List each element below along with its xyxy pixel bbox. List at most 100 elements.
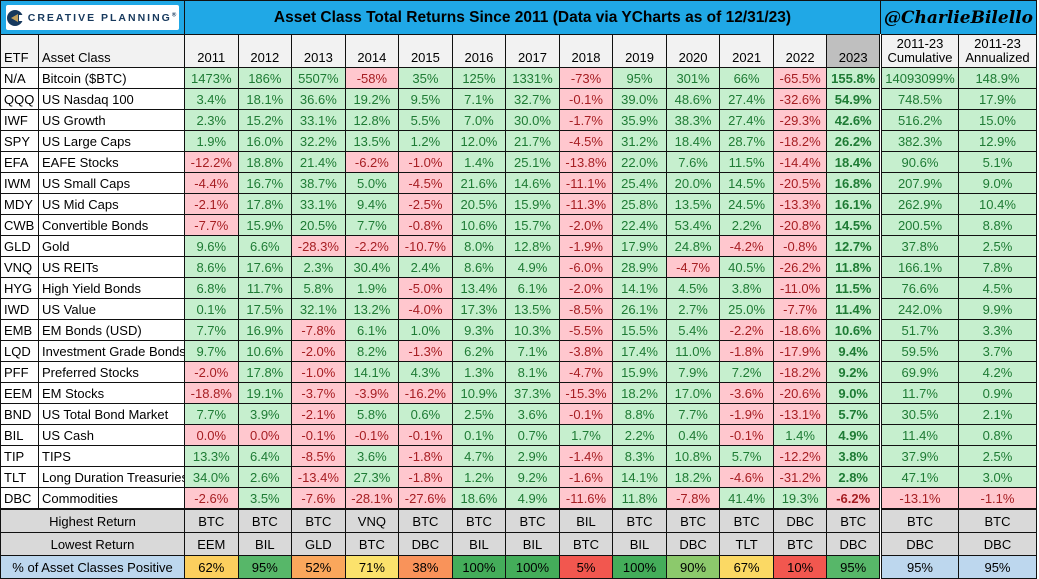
return-cell: 2.2% bbox=[612, 424, 667, 446]
return-cell: -27.6% bbox=[398, 487, 453, 510]
return-cell: -1.8% bbox=[719, 340, 774, 362]
etf-ticker-cell: VNQ bbox=[0, 256, 39, 278]
etf-ticker-cell: QQQ bbox=[0, 88, 39, 110]
return-cell: 39.0% bbox=[612, 88, 667, 110]
return-cell: 1473% bbox=[184, 67, 239, 89]
return-cell: -18.2% bbox=[772, 130, 828, 152]
return-cell: -2.5% bbox=[398, 193, 453, 215]
return-cell: -5.5% bbox=[558, 319, 614, 341]
return-cell: 16.8% bbox=[826, 172, 881, 194]
return-cell: 8.0% bbox=[451, 235, 507, 257]
return-cell: -8.5% bbox=[558, 298, 614, 320]
return-cell: -0.1% bbox=[558, 88, 614, 110]
cumulative-return-cell: 516.2% bbox=[878, 109, 959, 131]
annualized-return-cell: 2.5% bbox=[957, 235, 1038, 257]
etf-ticker-cell: IWF bbox=[0, 109, 39, 131]
column-header-year: 2016 bbox=[451, 34, 507, 68]
return-cell: -0.1% bbox=[291, 424, 346, 446]
return-cell: 13.5% bbox=[505, 298, 560, 320]
cumulative-return-cell: 69.9% bbox=[878, 361, 959, 383]
cumulative-return-cell: 166.1% bbox=[878, 256, 959, 278]
return-cell: 15.9% bbox=[237, 214, 293, 236]
cumulative-return-cell: 207.9% bbox=[878, 172, 959, 194]
return-cell: 11.4% bbox=[826, 298, 881, 320]
return-cell: -4.4% bbox=[184, 172, 239, 194]
return-cell: 5.5% bbox=[398, 109, 453, 131]
return-cell: -3.7% bbox=[291, 382, 346, 404]
banner-row: CREATIVE PLANNING® Asset Class Total Ret… bbox=[0, 0, 1038, 35]
summary-ticker-cell: BIL bbox=[612, 532, 667, 556]
cumulative-return-cell: 51.7% bbox=[878, 319, 959, 341]
return-cell: 11.7% bbox=[237, 277, 293, 299]
return-cell: 11.8% bbox=[826, 256, 881, 278]
return-cell: -1.7% bbox=[558, 109, 614, 131]
return-cell: 7.7% bbox=[184, 403, 239, 425]
return-cell: 12.8% bbox=[505, 235, 560, 257]
return-cell: 10.8% bbox=[665, 445, 721, 467]
return-cell: 2.9% bbox=[505, 445, 560, 467]
annualized-return-cell: 4.5% bbox=[957, 277, 1038, 299]
return-cell: 6.2% bbox=[451, 340, 507, 362]
return-cell: 30.4% bbox=[344, 256, 400, 278]
summary-ticker-cell: EEM bbox=[184, 532, 239, 556]
return-cell: 19.3% bbox=[772, 487, 828, 510]
return-cell: 9.2% bbox=[505, 466, 560, 488]
table-row: DBC Commodities -2.6% 3.5% -7.6% -28.1% -27.6%… bbox=[0, 487, 1038, 510]
return-cell: 8.2% bbox=[344, 340, 400, 362]
return-cell: 10.3% bbox=[505, 319, 560, 341]
return-cell: 5.4% bbox=[665, 319, 721, 341]
return-cell: 3.8% bbox=[826, 445, 881, 467]
return-cell: 15.9% bbox=[505, 193, 560, 215]
return-cell: -13.3% bbox=[772, 193, 828, 215]
return-cell: -4.7% bbox=[558, 361, 614, 383]
return-cell: 18.8% bbox=[237, 151, 293, 173]
percent-positive-cell: 67% bbox=[719, 555, 774, 579]
return-cell: 0.6% bbox=[398, 403, 453, 425]
return-cell: -12.2% bbox=[184, 151, 239, 173]
summary-ticker-cell: BTC bbox=[451, 508, 507, 533]
asset-class-cell: US Large Caps bbox=[37, 130, 186, 152]
asset-class-cell: EM Bonds (USD) bbox=[37, 319, 186, 341]
return-cell: -28.1% bbox=[344, 487, 400, 510]
table-row: BND US Total Bond Market 7.7% 3.9% -2.1% 5.8%… bbox=[0, 403, 1038, 425]
table-row: GLD Gold 9.6% 6.6% -28.3% -2.2% -10.7% 8.0% 12.8… bbox=[0, 235, 1038, 257]
summary-ticker-cell: BTC bbox=[558, 532, 614, 556]
return-cell: 1.3% bbox=[451, 361, 507, 383]
return-cell: 17.5% bbox=[237, 298, 293, 320]
annualized-return-cell: -1.1% bbox=[957, 487, 1038, 510]
column-header-year: 2018 bbox=[558, 34, 614, 68]
return-cell: -13.4% bbox=[291, 466, 346, 488]
return-cell: 14.1% bbox=[612, 277, 667, 299]
return-cell: -3.9% bbox=[344, 382, 400, 404]
return-cell: -18.8% bbox=[184, 382, 239, 404]
annualized-return-cell: 8.8% bbox=[957, 214, 1038, 236]
etf-ticker-cell: CWB bbox=[0, 214, 39, 236]
return-cell: 11.5% bbox=[719, 151, 774, 173]
return-cell: 17.8% bbox=[237, 361, 293, 383]
annualized-return-cell: 17.9% bbox=[957, 88, 1038, 110]
cumulative-return-cell: 90.6% bbox=[878, 151, 959, 173]
annualized-return-cell: 15.0% bbox=[957, 109, 1038, 131]
return-cell: 18.2% bbox=[612, 382, 667, 404]
return-cell: -1.8% bbox=[398, 466, 453, 488]
return-cell: 9.7% bbox=[184, 340, 239, 362]
cumulative-return-cell: -13.1% bbox=[878, 487, 959, 510]
highest-return-row-label: Highest Return bbox=[0, 508, 186, 533]
annualized-return-cell: 9.0% bbox=[957, 172, 1038, 194]
return-cell: 10.9% bbox=[451, 382, 507, 404]
percent-positive-cell: 52% bbox=[291, 555, 346, 579]
return-cell: -1.6% bbox=[558, 466, 614, 488]
return-cell: 3.9% bbox=[237, 403, 293, 425]
return-cell: -15.3% bbox=[558, 382, 614, 404]
return-cell: 26.2% bbox=[826, 130, 881, 152]
etf-ticker-cell: LQD bbox=[0, 340, 39, 362]
asset-class-cell: Investment Grade Bonds bbox=[37, 340, 186, 362]
return-cell: 11.5% bbox=[826, 277, 881, 299]
summary-ticker-cell: BTC bbox=[184, 508, 239, 533]
return-cell: 2.3% bbox=[291, 256, 346, 278]
column-header-year: 2020 bbox=[665, 34, 721, 68]
return-cell: -1.9% bbox=[719, 403, 774, 425]
return-cell: -11.6% bbox=[558, 487, 614, 510]
table-row: EMB EM Bonds (USD) 7.7% 16.9% -7.8% 6.1% 1.0% 9… bbox=[0, 319, 1038, 341]
